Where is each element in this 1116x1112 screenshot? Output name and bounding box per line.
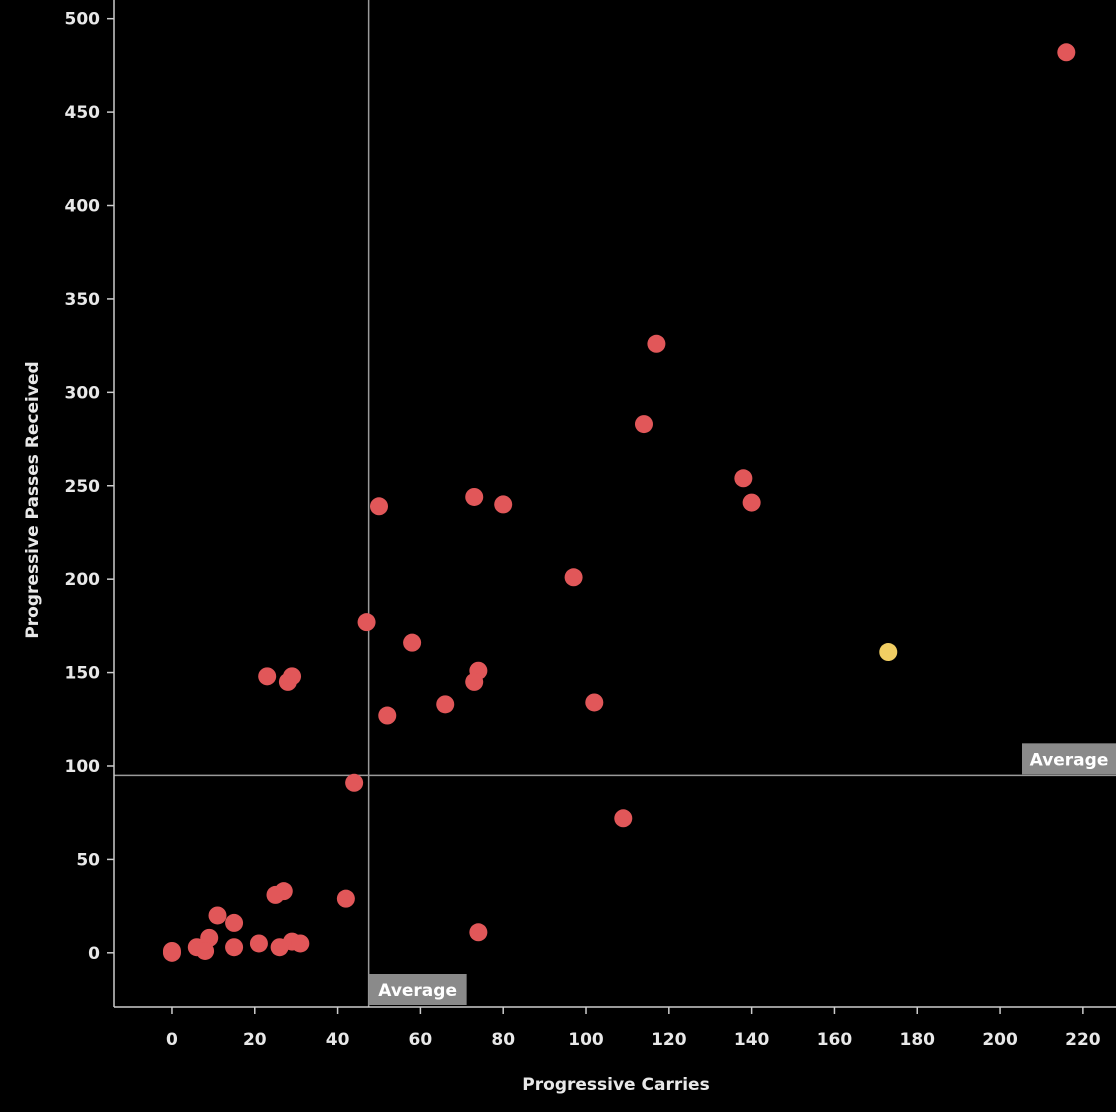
x-tick-label: 40 bbox=[326, 1030, 350, 1050]
data-point bbox=[614, 809, 633, 828]
data-point bbox=[378, 706, 397, 725]
data-point bbox=[1057, 43, 1076, 62]
y-tick-label: 100 bbox=[65, 757, 101, 777]
y-tick-label: 500 bbox=[65, 10, 101, 30]
y-tick-label: 450 bbox=[65, 103, 101, 123]
y-tick-label: 250 bbox=[65, 477, 101, 497]
y-average-label: Average bbox=[1030, 750, 1109, 770]
y-tick-label: 400 bbox=[65, 197, 101, 217]
x-average-label-box bbox=[368, 974, 467, 1005]
data-point bbox=[465, 487, 484, 506]
data-point bbox=[278, 672, 297, 691]
data-point bbox=[403, 633, 422, 652]
data-point bbox=[564, 568, 583, 587]
data-point bbox=[225, 913, 244, 932]
data-point bbox=[258, 667, 277, 686]
data-point bbox=[249, 934, 268, 953]
x-tick-label: 200 bbox=[982, 1030, 1018, 1050]
data-point bbox=[162, 941, 181, 960]
reference-labels: Average Average bbox=[368, 743, 1116, 1005]
reference-lines bbox=[114, 0, 1116, 1007]
data-point bbox=[585, 693, 604, 712]
data-point bbox=[369, 497, 388, 516]
highlighted-data-point bbox=[879, 643, 898, 662]
x-tick-label: 220 bbox=[1065, 1030, 1101, 1050]
x-axis-ticks: 0 20 40 60 80 100 120 140 160 180 200 220 bbox=[166, 1007, 1101, 1050]
y-average-label-box bbox=[1022, 743, 1116, 775]
data-point bbox=[270, 938, 289, 957]
x-tick-label: 100 bbox=[568, 1030, 604, 1050]
y-tick-label: 50 bbox=[76, 850, 100, 870]
data-point bbox=[225, 938, 244, 957]
y-axis-ticks: 0 50 100 150 200 250 300 350 400 450 500 bbox=[65, 10, 114, 964]
data-point bbox=[647, 334, 666, 353]
y-tick-label: 300 bbox=[65, 383, 101, 403]
y-tick-label: 0 bbox=[88, 944, 100, 964]
data-point bbox=[436, 695, 455, 714]
x-tick-label: 120 bbox=[651, 1030, 687, 1050]
x-tick-label: 160 bbox=[817, 1030, 853, 1050]
data-point bbox=[634, 415, 653, 434]
data-points bbox=[162, 43, 1076, 962]
y-axis-title: Progressive Passes Received bbox=[23, 361, 43, 638]
x-tick-label: 60 bbox=[409, 1030, 433, 1050]
data-point bbox=[291, 934, 310, 953]
data-point bbox=[469, 923, 488, 942]
x-tick-label: 80 bbox=[491, 1030, 515, 1050]
y-tick-label: 150 bbox=[65, 664, 101, 684]
data-point bbox=[208, 906, 227, 925]
data-point bbox=[742, 493, 761, 512]
data-point bbox=[345, 773, 364, 792]
x-tick-label: 0 bbox=[166, 1030, 178, 1050]
x-tick-label: 140 bbox=[734, 1030, 770, 1050]
data-point bbox=[465, 672, 484, 691]
data-point bbox=[494, 495, 513, 514]
data-point bbox=[196, 941, 215, 960]
x-tick-label: 20 bbox=[243, 1030, 267, 1050]
data-point bbox=[336, 889, 355, 908]
x-axis-title: Progressive Carries bbox=[522, 1075, 709, 1095]
x-tick-label: 180 bbox=[900, 1030, 936, 1050]
data-point bbox=[357, 613, 376, 632]
x-average-label: Average bbox=[378, 981, 457, 1001]
y-tick-label: 350 bbox=[65, 290, 101, 310]
data-point bbox=[734, 469, 753, 488]
data-point bbox=[266, 885, 285, 904]
y-tick-label: 200 bbox=[65, 570, 101, 590]
